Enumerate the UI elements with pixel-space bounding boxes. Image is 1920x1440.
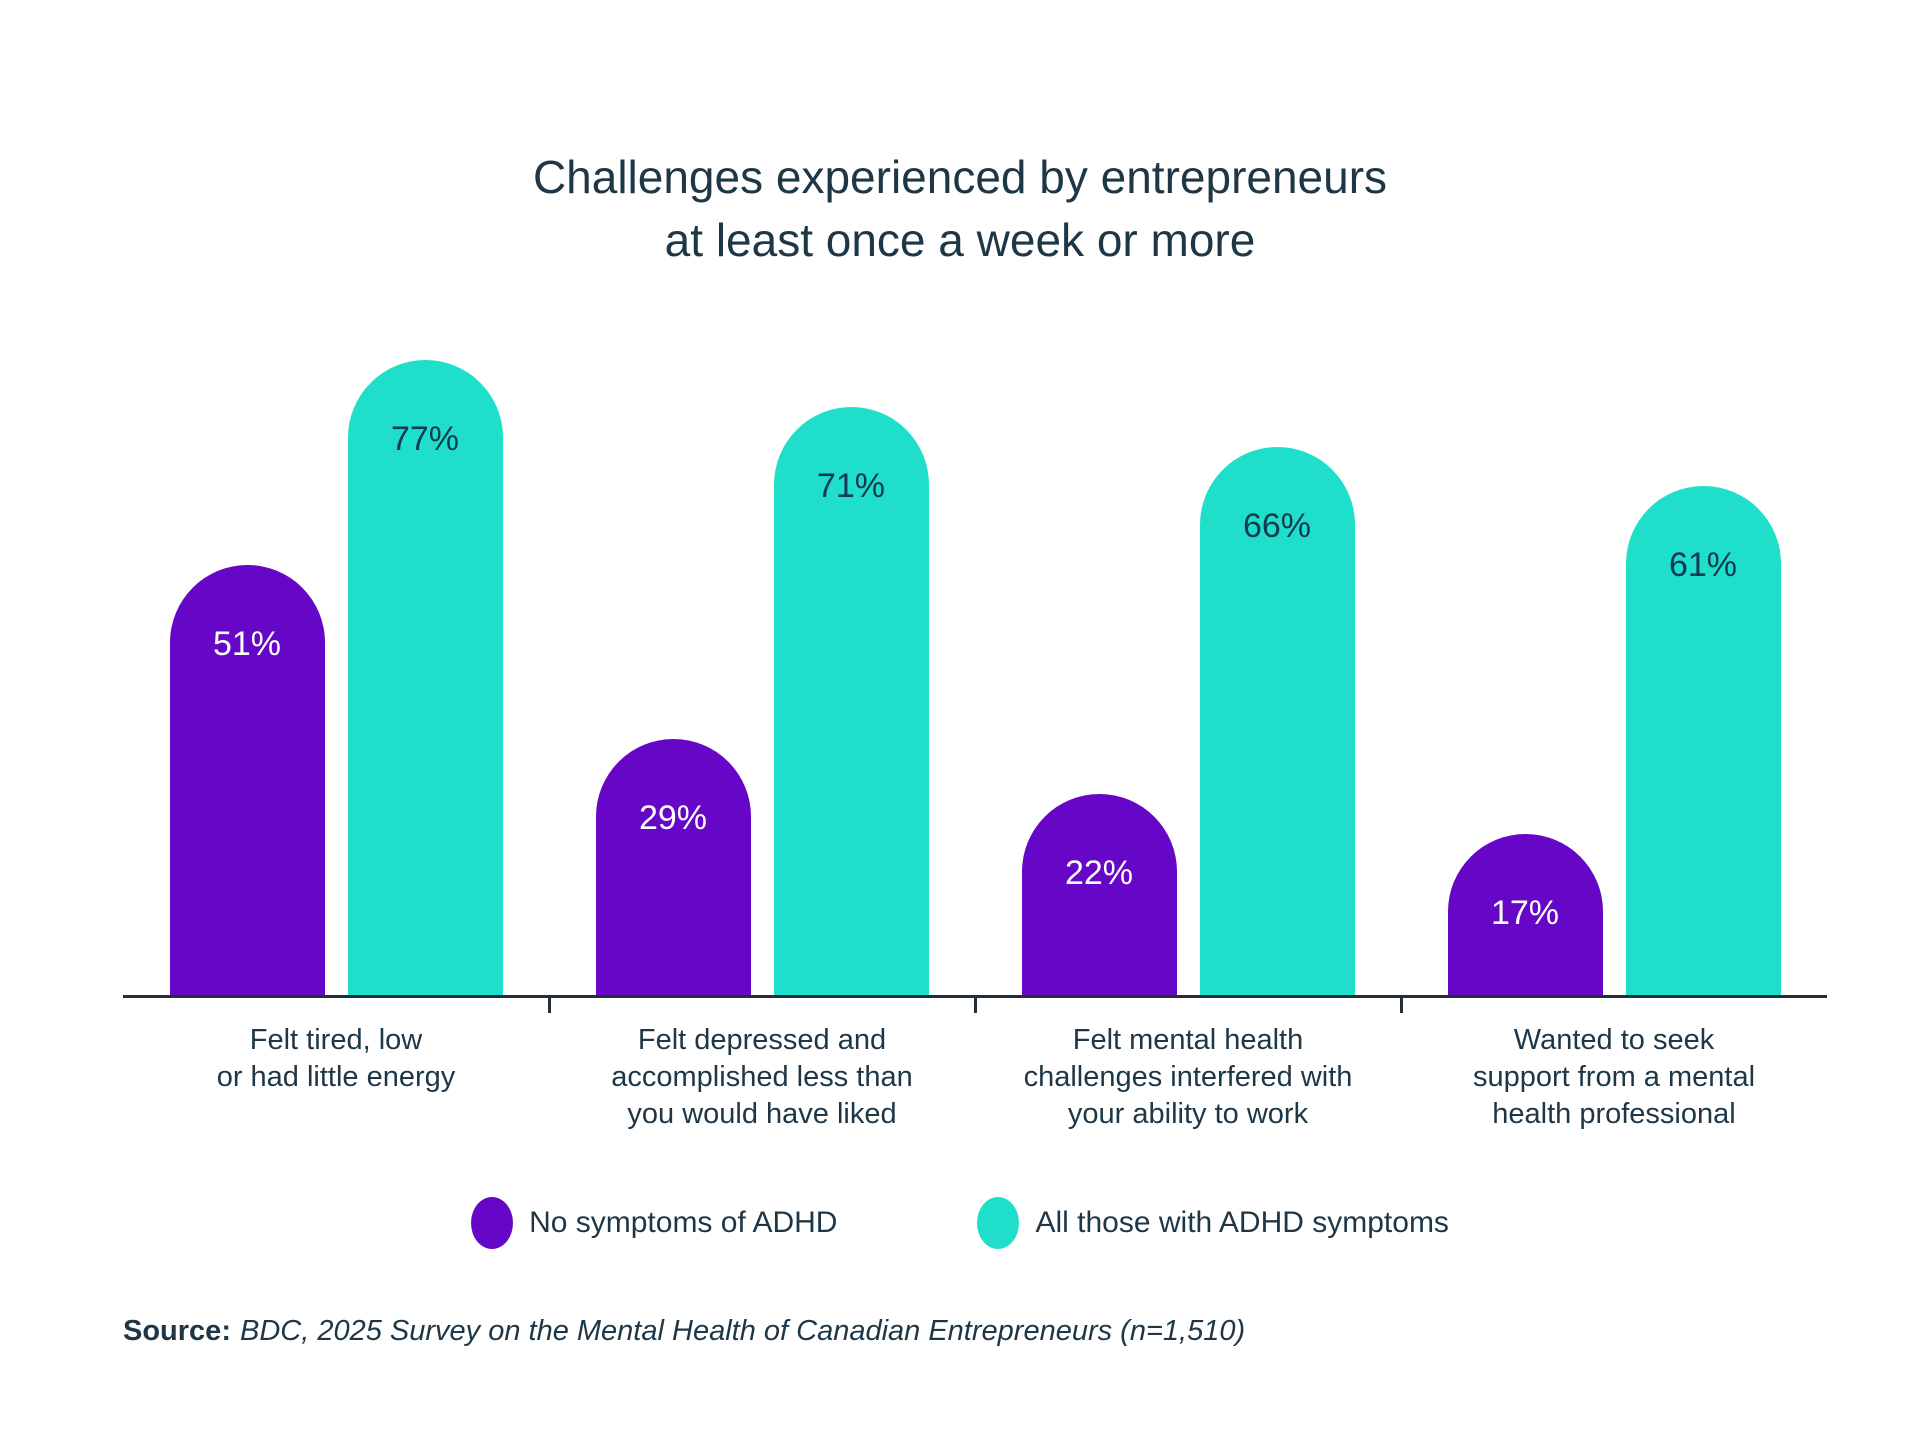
category-label-3: Felt mental health challenges interfered … <box>1023 1024 1353 1130</box>
source-note: Source: BDC, 2025 Survey on the Mental He… <box>123 1315 1245 1348</box>
source-prefix: Source: <box>123 1315 231 1347</box>
bar-value-label: 71% <box>816 467 886 505</box>
bar-value-label: 66% <box>1242 507 1312 545</box>
bar-value-label: 51% <box>212 625 282 663</box>
legend: No symptoms of ADHD All those with ADHD … <box>0 1197 1920 1249</box>
bar-adhd-cat1: 77% <box>347 360 503 998</box>
x-axis-tick <box>1400 997 1403 1013</box>
legend-item-adhd: All those with ADHD symptoms <box>977 1197 1449 1249</box>
bar-value-label: 61% <box>1668 546 1738 584</box>
category-label-1: Felt tired, low or had little energy <box>216 1024 456 1093</box>
bar-value-label: 77% <box>390 420 460 458</box>
legend-label-no-adhd: No symptoms of ADHD <box>529 1206 838 1239</box>
category-label-2: Felt depressed and accomplished less than… <box>611 1024 913 1130</box>
chart-title-line2: at least once a week or more <box>664 214 1256 267</box>
bar-no-adhd-cat2: 29% <box>595 739 751 998</box>
bar-value-label: 17% <box>1490 894 1560 932</box>
x-axis-line <box>123 995 1827 998</box>
legend-swatch-purple-icon <box>471 1197 514 1249</box>
source-text: BDC, 2025 Survey on the Mental Health of… <box>239 1315 1246 1347</box>
bar-adhd-cat2: 71% <box>773 407 929 998</box>
legend-swatch-teal-icon <box>977 1197 1020 1249</box>
legend-label-adhd: All those with ADHD symptoms <box>1035 1206 1449 1239</box>
x-axis-tick <box>974 997 977 1013</box>
bar-value-label: 22% <box>1064 854 1134 892</box>
bar-no-adhd-cat3: 22% <box>1021 794 1177 998</box>
bar-adhd-cat3: 66% <box>1199 447 1355 998</box>
chart-title-line1: Challenges experienced by entrepreneurs <box>532 151 1388 203</box>
bar-no-adhd-cat1: 51% <box>169 565 325 998</box>
legend-item-no-adhd: No symptoms of ADHD <box>471 1197 837 1249</box>
chart-title: Challenges experienced by entrepreneurs a… <box>0 146 1920 273</box>
bar-adhd-cat4: 61% <box>1625 486 1781 998</box>
x-axis-tick <box>548 997 551 1013</box>
bar-value-label: 29% <box>638 799 708 837</box>
bar-no-adhd-cat4: 17% <box>1447 834 1603 998</box>
category-label-4: Wanted to seek support from a mental healt… <box>1472 1024 1756 1130</box>
